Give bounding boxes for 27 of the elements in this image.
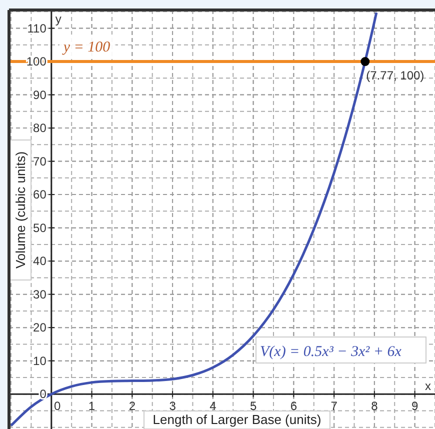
x-tick-label: 3 [169, 399, 176, 414]
x-axis-title: Length of Larger Base (units) [152, 412, 322, 427]
y-tick-label: 60 [33, 188, 47, 202]
y-tick-label: 10 [33, 354, 47, 368]
data-label: (7.77, 100) [366, 68, 424, 83]
y-tick-label: 80 [33, 121, 47, 136]
x-tick-label: 1 [88, 399, 96, 414]
series-label: V(x) = 0.5x³ − 3x² + 6x [260, 344, 402, 360]
x-tick-label: 7 [330, 399, 338, 414]
x-tick-label: 5 [250, 399, 257, 414]
y-tick-label: 30 [33, 287, 47, 302]
x-tick-label: 2 [128, 399, 136, 414]
annotation: y [55, 12, 62, 26]
x-tick-label: 9 [411, 399, 418, 414]
x-tick-label: 6 [290, 399, 298, 414]
x-tick-label: 4 [210, 399, 217, 414]
y-tick-label: 50 [33, 220, 47, 235]
y-tick-label: 70 [33, 154, 47, 168]
y-axis-title: Volume (cubic units) [13, 151, 28, 269]
x-tick-label: 8 [371, 399, 378, 414]
x-tick-label: 0 [54, 399, 62, 414]
ref-line-label: y = 100 [61, 40, 111, 56]
y-tick-label: 40 [33, 254, 47, 268]
y-tick-label: 90 [33, 88, 47, 102]
y-tick-label: 20 [33, 320, 47, 335]
annotation: x [425, 379, 431, 394]
y-tick-label: 110 [27, 21, 47, 36]
